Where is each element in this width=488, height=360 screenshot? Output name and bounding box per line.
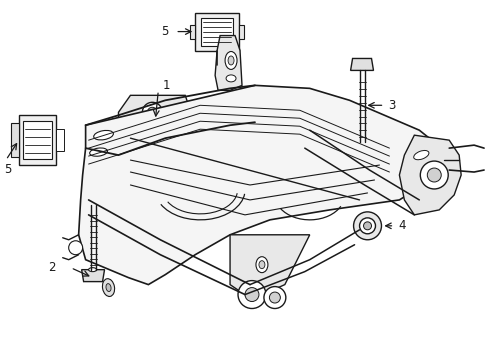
Ellipse shape	[89, 148, 107, 156]
Ellipse shape	[225, 75, 236, 82]
Text: 1: 1	[162, 79, 169, 92]
Polygon shape	[19, 115, 56, 165]
Circle shape	[166, 127, 173, 134]
Ellipse shape	[224, 51, 237, 69]
Polygon shape	[23, 121, 52, 159]
Circle shape	[238, 280, 265, 309]
Polygon shape	[229, 235, 309, 300]
Polygon shape	[195, 13, 239, 50]
Polygon shape	[79, 85, 443, 285]
Ellipse shape	[102, 279, 114, 297]
Polygon shape	[399, 135, 460, 215]
Ellipse shape	[259, 261, 264, 269]
Circle shape	[264, 287, 285, 309]
Polygon shape	[118, 95, 190, 158]
Circle shape	[142, 102, 162, 122]
Circle shape	[244, 288, 259, 302]
Ellipse shape	[88, 268, 96, 272]
Polygon shape	[11, 123, 19, 157]
Ellipse shape	[94, 130, 113, 140]
Polygon shape	[201, 18, 233, 45]
Text: 4: 4	[398, 219, 405, 232]
Text: 3: 3	[387, 99, 395, 112]
Circle shape	[147, 107, 157, 117]
Circle shape	[269, 292, 280, 303]
Text: 5: 5	[4, 163, 11, 176]
Ellipse shape	[227, 56, 234, 65]
Circle shape	[363, 222, 371, 230]
Ellipse shape	[255, 257, 267, 273]
Polygon shape	[215, 36, 242, 90]
Circle shape	[420, 161, 447, 189]
Polygon shape	[350, 58, 373, 71]
Polygon shape	[56, 129, 63, 151]
Polygon shape	[190, 24, 195, 39]
Circle shape	[163, 123, 177, 137]
Ellipse shape	[141, 140, 155, 147]
Circle shape	[353, 212, 381, 240]
Circle shape	[359, 218, 375, 234]
Polygon shape	[81, 270, 104, 282]
Polygon shape	[239, 24, 244, 39]
Ellipse shape	[159, 140, 169, 146]
Circle shape	[68, 241, 82, 255]
Circle shape	[427, 168, 440, 182]
Ellipse shape	[106, 284, 111, 292]
Text: 2: 2	[48, 261, 56, 274]
Text: 5: 5	[161, 25, 168, 38]
Ellipse shape	[413, 150, 428, 160]
